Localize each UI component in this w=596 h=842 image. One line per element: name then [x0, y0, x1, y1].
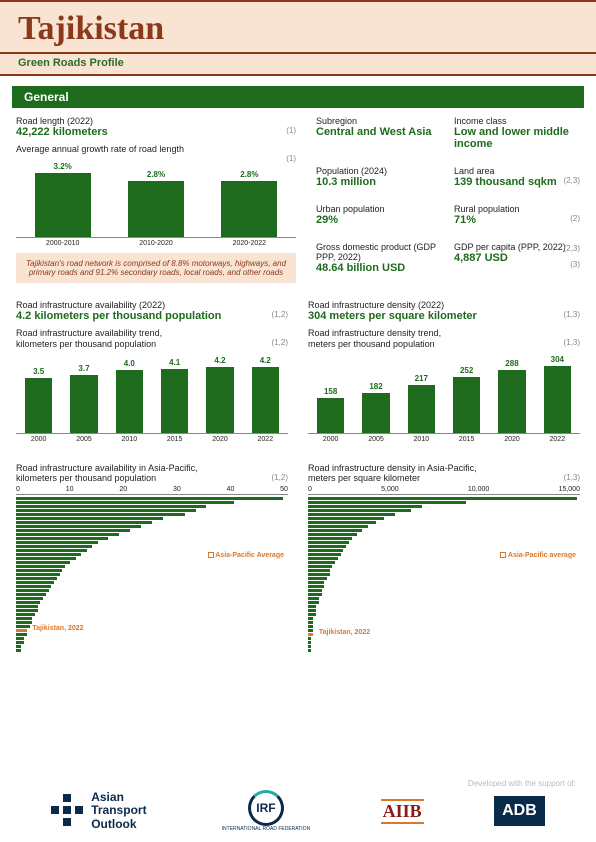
density-trend-title: Road infrastructure density trend, meter…: [308, 328, 580, 350]
facts-grid: SubregionCentral and West Asia Income cl…: [316, 116, 580, 286]
rural-label: Rural population: [454, 204, 580, 214]
ref: (1,2): [272, 473, 288, 482]
avail-trend-xlabels: 200020052010201520202022: [16, 434, 288, 443]
ref: (1,3): [564, 338, 580, 347]
logo-aiib: AIIB: [381, 799, 424, 824]
subregion-label: Subregion: [316, 116, 442, 126]
growth-chart-xlabels: 2000-20102010-20202020-2022: [16, 238, 296, 247]
density-ap-axis: 05,00010,00015,000: [308, 486, 580, 495]
road-length-label: Road length (2022): [16, 116, 296, 126]
density-value: 304 meters per square kilometer: [308, 310, 580, 322]
ref: (1,2): [272, 338, 288, 347]
logo-ato: Asian Transport Outlook: [51, 791, 151, 831]
income-value: Low and lower middle income: [454, 126, 580, 150]
land-value: 139 thousand sqkm: [454, 176, 580, 188]
ref: (2,3): [564, 244, 580, 253]
developed-with: Developed with the support of:: [468, 779, 576, 788]
gdppc-value: 4,887 USD: [454, 252, 580, 264]
land-label: Land area: [454, 166, 580, 176]
density-ap-bars: Asia-Pacific average Tajikistan, 2022: [308, 497, 580, 652]
growth-chart-title: Average annual growth rate of road lengt…: [16, 144, 296, 154]
ref: (1): [286, 126, 296, 135]
country-title: Tajikistan: [18, 10, 578, 48]
growth-chart: 3.2%2.8%2.8%: [16, 158, 296, 238]
density-trend-chart: 158182217252288304: [308, 354, 580, 434]
ref: (1): [286, 154, 296, 163]
taj-callout: Tajikistan, 2022: [319, 629, 370, 636]
avg-label: Asia-Pacific average: [508, 552, 576, 559]
irf-sub: INTERNATIONAL ROAD FEDERATION: [222, 826, 311, 832]
gdp-value: 48.64 billion USD: [316, 262, 442, 274]
avail-ap-title: Road infrastructure availability in Asia…: [16, 463, 288, 485]
density-ap-title: Road infrastructure density in Asia-Paci…: [308, 463, 580, 485]
logo-irf: IRF INTERNATIONAL ROAD FEDERATION: [222, 790, 311, 832]
avail-ap-axis: 01020304050: [16, 486, 288, 495]
logo-adb: ADB: [494, 796, 545, 826]
ato-text: Asian Transport Outlook: [91, 791, 151, 831]
gdp-label: Gross domestic product (GDP PPP, 2022): [316, 242, 442, 262]
ref: (2): [570, 214, 580, 223]
ref: (1,3): [564, 473, 580, 482]
population-label: Population (2024): [316, 166, 442, 176]
irf-text: IRF: [256, 801, 275, 815]
density-label: Road infrastructure density (2022): [308, 300, 580, 310]
population-value: 10.3 million: [316, 176, 442, 188]
urban-label: Urban population: [316, 204, 442, 214]
avail-label: Road infrastructure availability (2022): [16, 300, 288, 310]
income-label: Income class: [454, 116, 580, 126]
taj-callout: Tajikistan, 2022: [32, 625, 83, 632]
ref: (2,3): [564, 176, 580, 185]
ref: (3): [570, 260, 580, 269]
gdppc-label: GDP per capita (PPP, 2022): [454, 242, 580, 252]
road-length-value: 42,222 kilometers: [16, 126, 296, 138]
footer-logos: Asian Transport Outlook IRF INTERNATIONA…: [0, 790, 596, 832]
title-block: Tajikistan: [0, 0, 596, 54]
avail-ap-bars: Asia-Pacific Average Tajikistan, 2022: [16, 497, 288, 652]
subtitle: Green Roads Profile: [0, 54, 596, 76]
ref: (1,3): [564, 310, 580, 319]
avg-label: Asia-Pacific Average: [215, 552, 284, 559]
urban-value: 29%: [316, 214, 442, 226]
rural-value: 71%: [454, 214, 580, 226]
avail-value: 4.2 kilometers per thousand population: [16, 310, 288, 322]
ref: (1,2): [272, 310, 288, 319]
road-composition-note: Tajikistan's road network is comprised o…: [16, 253, 296, 283]
density-trend-xlabels: 200020052010201520202022: [308, 434, 580, 443]
road-length-block: Road length (2022) 42,222 kilometers (1): [16, 116, 296, 138]
subregion-value: Central and West Asia: [316, 126, 442, 138]
avail-trend-chart: 3.53.74.04.14.24.2: [16, 354, 288, 434]
avail-trend-title: Road infrastructure availability trend, …: [16, 328, 288, 350]
section-header: General: [12, 86, 584, 108]
growth-chart-block: Average annual growth rate of road lengt…: [16, 144, 296, 247]
